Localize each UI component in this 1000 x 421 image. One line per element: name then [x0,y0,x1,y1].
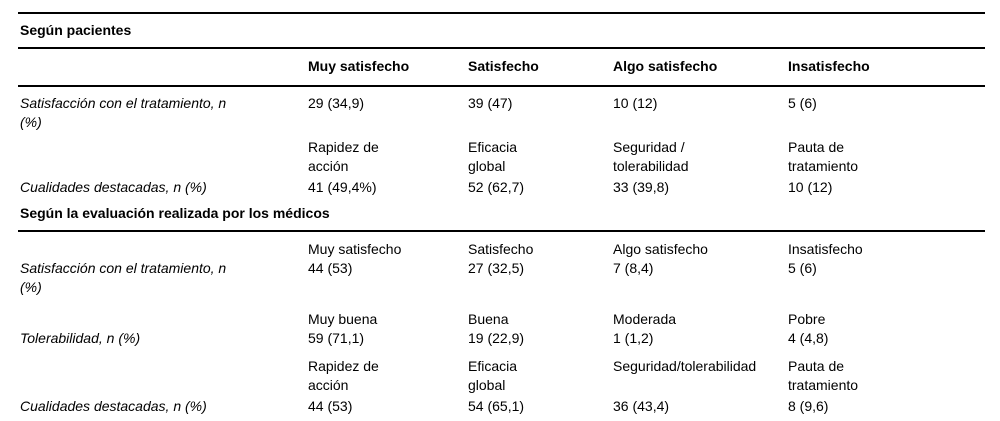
table-row: Cualidades destacadas, n (%) 44 (53) 54 … [18,395,985,421]
cell-value: 27 (32,5) [468,260,525,276]
table-row: Satisfacción con el tratamiento, n (%) 2… [18,86,985,138]
column-header-insatisfecho: Insatisfecho [788,48,986,87]
table-row-sublabels: Rapidez de acción Eficacia global Seguri… [18,348,985,395]
table-row: Satisfacción con el tratamiento, n (%) 4… [18,259,985,310]
empty-cell [18,138,308,176]
cell-value: 41 (49,4%) [308,179,377,195]
sub-label-pauta: Pauta de tratamiento [788,139,859,174]
sub-label-seguridad: Seguridad / tolerabilidad [613,139,689,174]
sub-label-eficacia: Eficacia global [468,358,518,393]
table-row-sublabels: Muy buena Buena Moderada Pobre [18,310,985,329]
table-row: Tolerabilidad, n (%) 59 (71,1) 19 (22,9)… [18,329,985,348]
row-label-satisfaccion: Satisfacción con el tratamiento, n (%) [20,95,227,130]
patient-satisfaction-table: Según pacientes Muy satisfecho Satisfech… [18,12,986,421]
sub-header-muy-satisfecho: Muy satisfecho [308,241,402,257]
cell-value: 36 (43,4) [613,398,670,414]
cell-value: 5 (6) [788,260,817,276]
row-label-cualidades: Cualidades destacadas, n (%) [20,179,207,195]
cell-value: 44 (53) [308,398,353,414]
sub-label-pobre: Pobre [788,311,826,327]
cell-value: 39 (47) [468,95,513,111]
column-header-muy-satisfecho: Muy satisfecho [308,48,468,87]
sub-label-rapidez: Rapidez de acción [308,139,379,174]
section1-title: Según pacientes [18,13,986,49]
empty-cell [18,310,308,329]
cell-value: 54 (65,1) [468,398,525,414]
section2-column-header-row: Muy satisfecho Satisfecho Algo satisfech… [18,231,985,259]
sub-header-algo-satisfecho: Algo satisfecho [613,241,708,257]
cell-value: 19 (22,9) [468,330,525,346]
sub-label-moderada: Moderada [613,311,677,327]
sub-label-muy-buena: Muy buena [308,311,378,327]
cell-value: 29 (34,9) [308,95,365,111]
sub-label-buena: Buena [468,311,509,327]
section1-header-row: Según pacientes [18,13,986,49]
column-header-satisfecho: Satisfecho [468,48,613,87]
table-row-sublabels: Rapidez de acción Eficacia global Seguri… [18,138,985,176]
cell-value: 4 (4,8) [788,330,829,346]
empty-cell [18,231,308,259]
row-label-satisfaccion-medicos: Satisfacción con el tratamiento, n (%) [20,260,227,295]
section2-title: Según la evaluación realizada por los mé… [18,202,986,232]
section1-column-header-row: Muy satisfecho Satisfecho Algo satisfech… [18,48,986,87]
cell-value: 10 (12) [613,95,658,111]
sub-label-seguridad: Seguridad/tolerabilidad [613,358,757,374]
cell-value: 52 (62,7) [468,179,525,195]
cell-value: 7 (8,4) [613,260,654,276]
row-label-tolerabilidad: Tolerabilidad, n (%) [20,330,141,346]
row-label-cualidades-medicos: Cualidades destacadas, n (%) [20,398,207,414]
cell-value: 8 (9,6) [788,398,829,414]
table-row: Cualidades destacadas, n (%) 41 (49,4%) … [18,176,985,202]
empty-cell [18,348,308,395]
column-header-algo-satisfecho: Algo satisfecho [613,48,788,87]
empty-header-cell [18,48,308,87]
cell-value: 1 (1,2) [613,330,654,346]
cell-value: 59 (71,1) [308,330,365,346]
sub-header-insatisfecho: Insatisfecho [788,241,863,257]
sub-label-pauta: Pauta de tratamiento [788,358,859,393]
section2-header-row: Según la evaluación realizada por los mé… [18,202,986,232]
sub-label-eficacia: Eficacia global [468,139,518,174]
cell-value: 5 (6) [788,95,817,111]
cell-value: 10 (12) [788,179,833,195]
cell-value: 44 (53) [308,260,353,276]
cell-value: 33 (39,8) [613,179,670,195]
sub-label-rapidez: Rapidez de acción [308,358,379,393]
sub-header-satisfecho: Satisfecho [468,241,534,257]
